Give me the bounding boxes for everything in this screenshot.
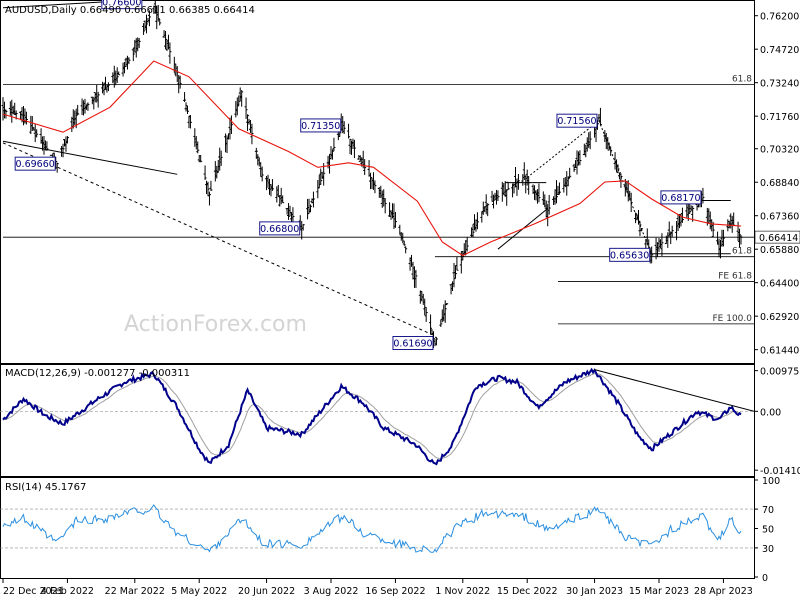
time-tick-label: 22 Dec 2021 [3, 586, 64, 597]
price-axis: 0.76200 0.74720 0.73240 0.71760 0.70320 0.688… [754, 12, 800, 357]
trend-line [2, 140, 178, 175]
price-annotation-box [259, 221, 301, 236]
price-annotation-box [556, 113, 598, 128]
price-tick-label: 0.68840 [760, 178, 799, 189]
price-tick-label: 0.76200 [760, 12, 799, 23]
price-tick-label: 0.65880 [760, 245, 799, 256]
horizontal-levels [3, 84, 754, 325]
price-annotation-box [14, 156, 56, 171]
price-tick-label: 0.70320 [760, 145, 799, 156]
rsi-plot [0, 504, 754, 553]
price-annotation-label: 0.76600 [102, 0, 141, 9]
watermark: ActionForex.com [124, 312, 307, 337]
moving-average [2, 60, 742, 257]
macd-tick-label: -0.014107 [760, 466, 800, 477]
time-tick-label: 22 Mar 2022 [105, 586, 165, 597]
macd-header: MACD(12,26,9) -0.001277 -0.000311 [5, 368, 190, 379]
moving-average-line [2, 60, 742, 257]
time-tick-label: 30 Jan 2023 [566, 586, 623, 597]
time-tick-label: 5 May 2022 [171, 586, 227, 597]
time-tick-label: 20 Jun 2022 [238, 586, 295, 597]
price-annotation-label: 0.61690 [393, 338, 432, 349]
macd-axis: 0.009751 0.00 -0.014107 [754, 367, 800, 477]
macd-line [2, 367, 742, 466]
fib-level-label: FE 100.0 [713, 314, 753, 324]
price-tick-label: 0.73240 [760, 79, 799, 90]
price-annotations: 61.8 61.8 FE 61.8 FE 100.0 0.76600 0.69660 0.7… [14, 0, 753, 350]
last-price-label: 0.66414 [759, 233, 798, 244]
trend-line [2, 142, 436, 337]
price-annotation-box [300, 118, 342, 133]
price-annotation-label: 0.71560 [557, 116, 596, 127]
macd-tick-label: 0.009751 [760, 367, 800, 378]
price-annotation-label: 0.69660 [16, 159, 55, 170]
fib-level-label: 61.8 [732, 74, 752, 84]
last-price-box [754, 230, 800, 244]
price-header: AUDUSD,Daily 0.66490 0.66611 0.66385 0.6… [5, 5, 255, 16]
macd-plot [0, 367, 754, 466]
rsi-tick-label: 0 [762, 573, 768, 584]
price-tick-label: 0.61440 [760, 346, 799, 357]
price-tick-label: 0.74720 [760, 45, 799, 56]
price-annotation-label: 0.66800 [260, 224, 299, 235]
time-tick-label: 4 Feb 2022 [41, 586, 94, 597]
price-annotation-box [392, 335, 434, 350]
price-bars [1, 0, 743, 348]
price-annotation-label: 0.68170 [661, 193, 700, 204]
trend-line [526, 120, 600, 178]
price-tick-label: 0.64400 [760, 279, 799, 290]
trend-line [2, 0, 145, 9]
price-annotation-label: 0.71350 [301, 121, 340, 132]
macd-signal-line [2, 372, 742, 460]
time-tick-label: 15 Dec 2022 [497, 586, 558, 597]
price-annotation-label: 0.65630 [610, 250, 649, 261]
time-tick-label: 1 Nov 2022 [435, 586, 490, 597]
fib-level-label: FE 61.8 [718, 272, 752, 282]
price-annotation-box [660, 190, 702, 205]
rsi-axis: 100 70 50 30 0 [754, 476, 780, 584]
price-tick-label: 0.71760 [760, 112, 799, 123]
macd-trend-line [594, 369, 754, 412]
rsi-tick-label: 50 [762, 525, 774, 536]
rsi-header: RSI(14) 45.1767 [5, 482, 86, 493]
price-annotation-box [101, 0, 143, 10]
macd-tick-label: 0.00 [760, 407, 781, 418]
rsi-tick-label: 70 [762, 505, 774, 516]
rsi-line [2, 504, 742, 553]
price-tick-label: 0.62920 [760, 312, 799, 323]
rsi-tick-label: 100 [762, 476, 780, 487]
fib-level-label: 61.8 [732, 247, 752, 257]
time-tick-label: 28 Apr 2023 [694, 586, 753, 597]
price-annotation-box [609, 247, 651, 262]
price-tick-label: 0.67360 [760, 212, 799, 223]
time-tick-label: 3 Aug 2022 [304, 586, 359, 597]
time-tick-label: 16 Sep 2022 [365, 586, 425, 597]
time-tick-label: 15 Mar 2023 [629, 586, 689, 597]
rsi-tick-label: 30 [762, 544, 774, 555]
